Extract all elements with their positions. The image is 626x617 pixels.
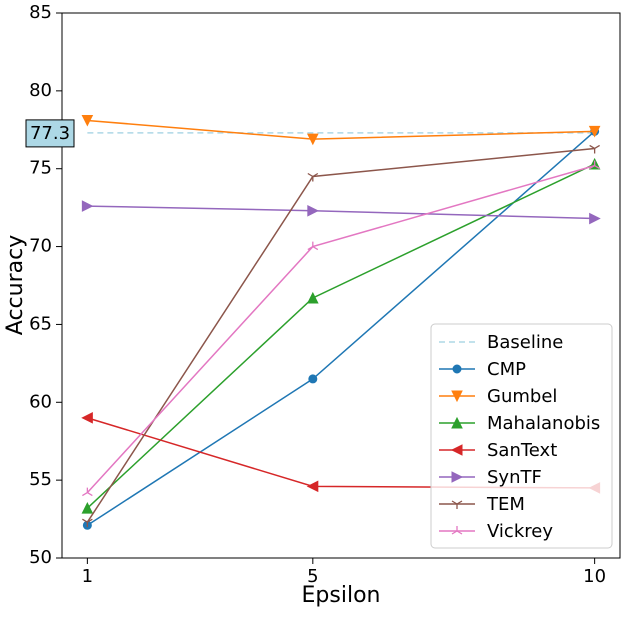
y-tick-label: 60: [29, 391, 52, 412]
annotation: 77.3: [30, 123, 70, 144]
marker: [589, 212, 601, 225]
x-tick-label: 5: [307, 566, 318, 587]
series-line: [87, 205, 595, 220]
legend-label: Mahalanobis: [487, 413, 600, 434]
marker: [82, 487, 93, 497]
x-tick-label: 10: [583, 566, 606, 587]
marker: [81, 412, 93, 424]
marker: [81, 200, 94, 212]
y-tick-label: 50: [29, 547, 52, 568]
legend-label: TEM: [486, 494, 525, 515]
marker: [307, 172, 319, 182]
legend-marker: [451, 471, 464, 483]
marker: [307, 241, 319, 251]
marker: [589, 160, 600, 170]
legend-label: SanText: [487, 440, 557, 461]
annotation-box: [25, 119, 75, 148]
marker: [81, 114, 94, 127]
legend-box: [430, 323, 613, 549]
legend-marker: [451, 390, 463, 403]
x-axis-label: Epsilon: [302, 583, 381, 608]
marker: [81, 502, 94, 514]
y-tick-label: 70: [29, 236, 52, 257]
legend-marker: [450, 444, 463, 456]
legend-marker: [451, 416, 463, 429]
series-line: [87, 119, 595, 140]
marker: [308, 374, 318, 384]
y-axis-label: Accuracy: [3, 235, 28, 335]
marker: [307, 133, 319, 146]
y-tick-label: 85: [29, 2, 52, 23]
legend-label: CMP: [487, 359, 526, 380]
y-tick-label: 75: [29, 158, 52, 179]
legend-marker: [451, 526, 463, 535]
frame: [61, 12, 621, 559]
marker: [82, 518, 93, 528]
legend-label: Gumbel: [487, 386, 557, 407]
y-tick-label: 65: [29, 313, 52, 334]
x-tick-label: 1: [82, 566, 93, 587]
y-tick-label: 80: [29, 80, 52, 101]
legend-marker: [451, 500, 463, 509]
marker: [589, 144, 600, 154]
marker: [307, 204, 319, 217]
legend-label: Vickrey: [487, 521, 553, 542]
legend-marker: [452, 364, 462, 374]
marker: [306, 480, 319, 493]
y-tick-label: 55: [29, 469, 52, 490]
legend-label: Baseline: [487, 332, 563, 353]
marker: [588, 125, 601, 138]
legend-label: SynTF: [487, 467, 542, 488]
marker: [307, 291, 319, 304]
